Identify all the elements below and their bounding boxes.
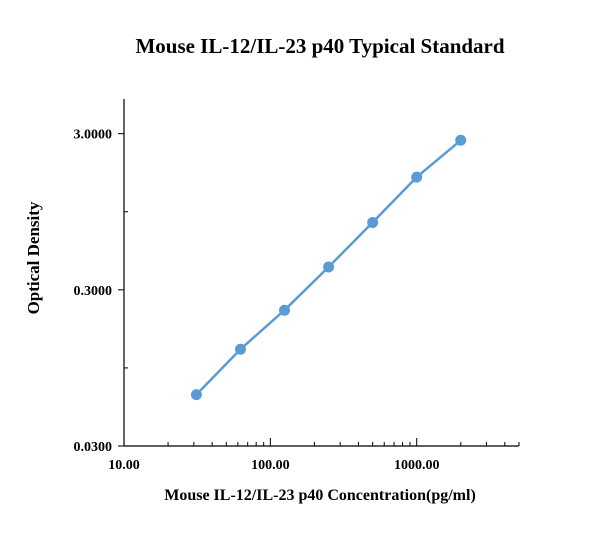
data-point	[323, 261, 335, 273]
data-point	[190, 389, 202, 401]
x-axis-label: Mouse IL-12/IL-23 p40 Concentration(pg/m…	[164, 487, 476, 504]
chart-title: Mouse IL-12/IL-23 p40 Typical Standard	[135, 34, 505, 58]
x-tick-label: 10.00	[108, 458, 140, 473]
data-point	[411, 171, 423, 183]
y-tick-label: 0.0300	[74, 440, 113, 455]
data-point	[367, 216, 379, 228]
data-point	[455, 134, 467, 146]
y-tick-label: 3.0000	[74, 128, 113, 143]
y-tick-label: 0.3000	[74, 284, 113, 299]
x-tick-label: 1000.00	[394, 458, 440, 473]
data-point	[234, 343, 246, 355]
x-tick-label: 100.00	[251, 458, 290, 473]
data-point	[279, 304, 291, 316]
